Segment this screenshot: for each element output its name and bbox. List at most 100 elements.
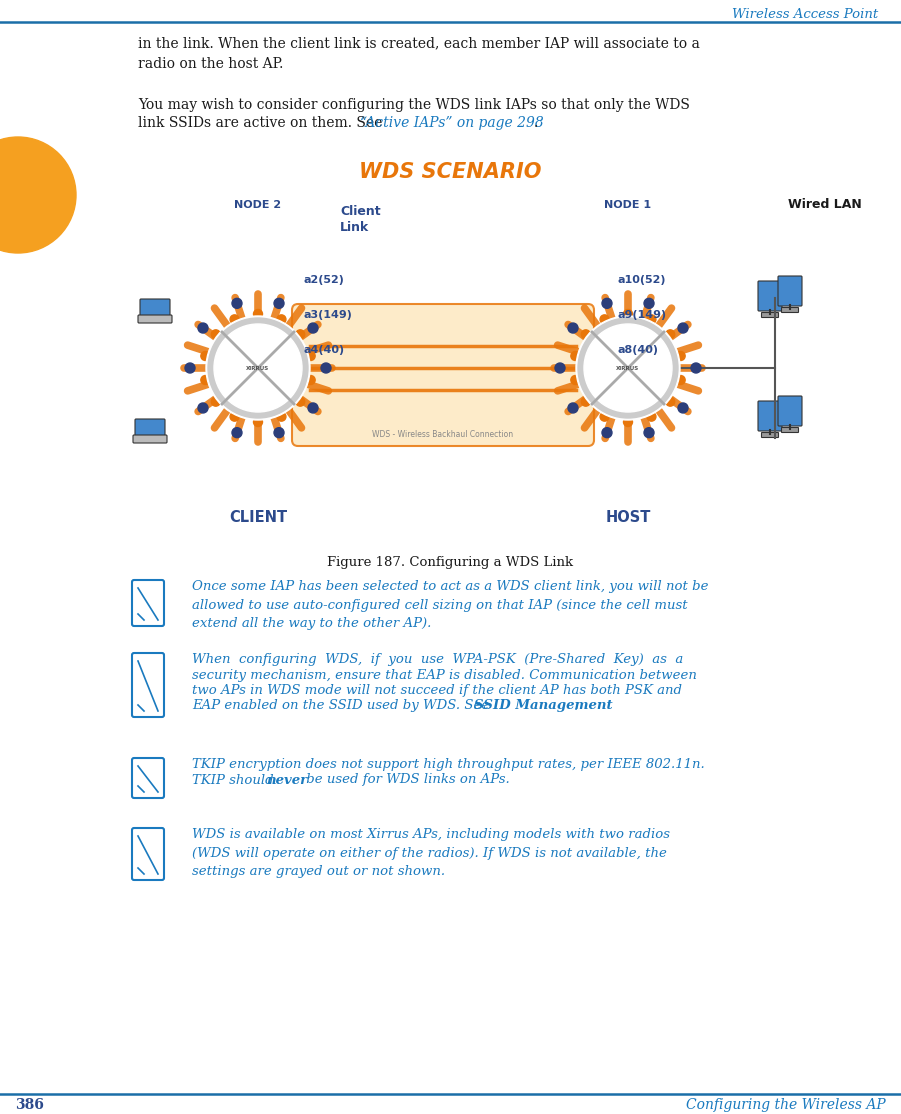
Circle shape xyxy=(623,310,633,319)
Circle shape xyxy=(277,315,286,324)
Circle shape xyxy=(568,323,578,333)
Circle shape xyxy=(644,428,654,438)
Text: be used for WDS links on APs.: be used for WDS links on APs. xyxy=(302,773,510,786)
Circle shape xyxy=(230,412,239,421)
Circle shape xyxy=(198,323,208,333)
FancyBboxPatch shape xyxy=(778,276,802,306)
Text: TKIP encryption does not support high throughput rates, per IEEE 802.11n.: TKIP encryption does not support high th… xyxy=(192,758,705,771)
Circle shape xyxy=(571,352,580,361)
Text: HOST: HOST xyxy=(605,510,651,525)
Text: a9(149): a9(149) xyxy=(618,310,667,320)
Text: WDS - Wireless Backhaul Connection: WDS - Wireless Backhaul Connection xyxy=(372,430,514,439)
Circle shape xyxy=(602,299,612,309)
Circle shape xyxy=(676,375,685,384)
Circle shape xyxy=(644,299,654,309)
Text: 386: 386 xyxy=(15,1098,44,1112)
Circle shape xyxy=(602,428,612,438)
Text: .: . xyxy=(574,700,578,713)
Circle shape xyxy=(185,363,195,373)
Circle shape xyxy=(676,352,685,361)
Circle shape xyxy=(568,403,578,413)
FancyBboxPatch shape xyxy=(138,315,172,323)
Text: security mechanism, ensure that EAP is disabled. Communication between: security mechanism, ensure that EAP is d… xyxy=(192,668,696,682)
Text: TKIP should: TKIP should xyxy=(192,773,278,786)
Circle shape xyxy=(253,310,262,319)
Circle shape xyxy=(306,352,315,361)
Circle shape xyxy=(201,375,210,384)
Circle shape xyxy=(274,299,284,309)
Circle shape xyxy=(308,403,318,413)
Circle shape xyxy=(206,316,310,420)
Text: a4(40): a4(40) xyxy=(304,345,345,355)
Circle shape xyxy=(571,375,580,384)
Text: a8(40): a8(40) xyxy=(618,345,659,355)
Circle shape xyxy=(691,363,701,373)
Circle shape xyxy=(198,403,208,413)
Circle shape xyxy=(230,315,239,324)
Text: Wired LAN: Wired LAN xyxy=(788,198,861,211)
FancyBboxPatch shape xyxy=(132,580,164,626)
Circle shape xyxy=(253,418,262,427)
Text: WDS SCENARIO: WDS SCENARIO xyxy=(359,162,542,182)
Text: Once some IAP has been selected to act as a WDS client link, you will not be
all: Once some IAP has been selected to act a… xyxy=(192,580,708,631)
Circle shape xyxy=(666,398,675,407)
Circle shape xyxy=(647,315,656,324)
Circle shape xyxy=(600,412,609,421)
Text: CLIENT: CLIENT xyxy=(229,510,287,525)
Circle shape xyxy=(581,330,590,339)
Circle shape xyxy=(578,317,678,418)
Text: When  configuring  WDS,  if  you  use  WPA-PSK  (Pre-Shared  Key)  as  a: When configuring WDS, if you use WPA-PSK… xyxy=(192,653,683,666)
Text: WDS is available on most Xirrus APs, including models with two radios
(WDS will : WDS is available on most Xirrus APs, inc… xyxy=(192,828,670,878)
Text: a10(52): a10(52) xyxy=(618,275,667,285)
Text: You may wish to consider configuring the WDS link IAPs so that only the WDS: You may wish to consider configuring the… xyxy=(138,98,690,113)
Circle shape xyxy=(232,299,242,309)
Text: link SSIDs are active on them. See: link SSIDs are active on them. See xyxy=(138,116,387,130)
Circle shape xyxy=(0,137,76,253)
Circle shape xyxy=(306,375,315,384)
Circle shape xyxy=(308,323,318,333)
Text: XIRRUS: XIRRUS xyxy=(246,365,269,371)
FancyBboxPatch shape xyxy=(135,419,165,437)
FancyBboxPatch shape xyxy=(758,401,782,431)
Text: two APs in WDS mode will not succeed if the client AP has both PSK and: two APs in WDS mode will not succeed if … xyxy=(192,684,682,697)
Circle shape xyxy=(678,403,688,413)
Circle shape xyxy=(211,398,220,407)
Circle shape xyxy=(666,330,675,339)
FancyBboxPatch shape xyxy=(292,304,594,446)
Text: never: never xyxy=(266,773,307,786)
FancyBboxPatch shape xyxy=(778,395,802,426)
Text: a3(149): a3(149) xyxy=(304,310,353,320)
Circle shape xyxy=(211,330,220,339)
Circle shape xyxy=(296,398,305,407)
Circle shape xyxy=(647,412,656,421)
Text: SSID Management: SSID Management xyxy=(474,700,613,713)
FancyBboxPatch shape xyxy=(133,434,167,443)
Circle shape xyxy=(277,412,286,421)
Circle shape xyxy=(555,363,565,373)
Text: Configuring the Wireless AP: Configuring the Wireless AP xyxy=(687,1098,886,1112)
Text: in the link. When the client link is created, each member IAP will associate to : in the link. When the client link is cre… xyxy=(138,36,700,71)
FancyBboxPatch shape xyxy=(781,428,798,432)
Text: .: . xyxy=(534,116,538,130)
FancyBboxPatch shape xyxy=(781,307,798,313)
Circle shape xyxy=(623,418,633,427)
Text: XIRRUS: XIRRUS xyxy=(616,365,640,371)
Circle shape xyxy=(584,324,672,412)
Circle shape xyxy=(201,352,210,361)
Text: Figure 187. Configuring a WDS Link: Figure 187. Configuring a WDS Link xyxy=(327,556,573,569)
Circle shape xyxy=(581,398,590,407)
Text: a2(52): a2(52) xyxy=(304,275,345,285)
FancyBboxPatch shape xyxy=(758,281,782,311)
Circle shape xyxy=(321,363,331,373)
Circle shape xyxy=(576,316,680,420)
Text: Client
Link: Client Link xyxy=(340,205,380,234)
Circle shape xyxy=(232,428,242,438)
Circle shape xyxy=(296,330,305,339)
Text: EAP enabled on the SSID used by WDS. See: EAP enabled on the SSID used by WDS. See xyxy=(192,700,494,713)
Circle shape xyxy=(214,324,302,412)
FancyBboxPatch shape xyxy=(761,432,778,438)
FancyBboxPatch shape xyxy=(132,828,164,880)
Circle shape xyxy=(678,323,688,333)
Text: NODE 2: NODE 2 xyxy=(234,201,281,211)
Circle shape xyxy=(600,315,609,324)
